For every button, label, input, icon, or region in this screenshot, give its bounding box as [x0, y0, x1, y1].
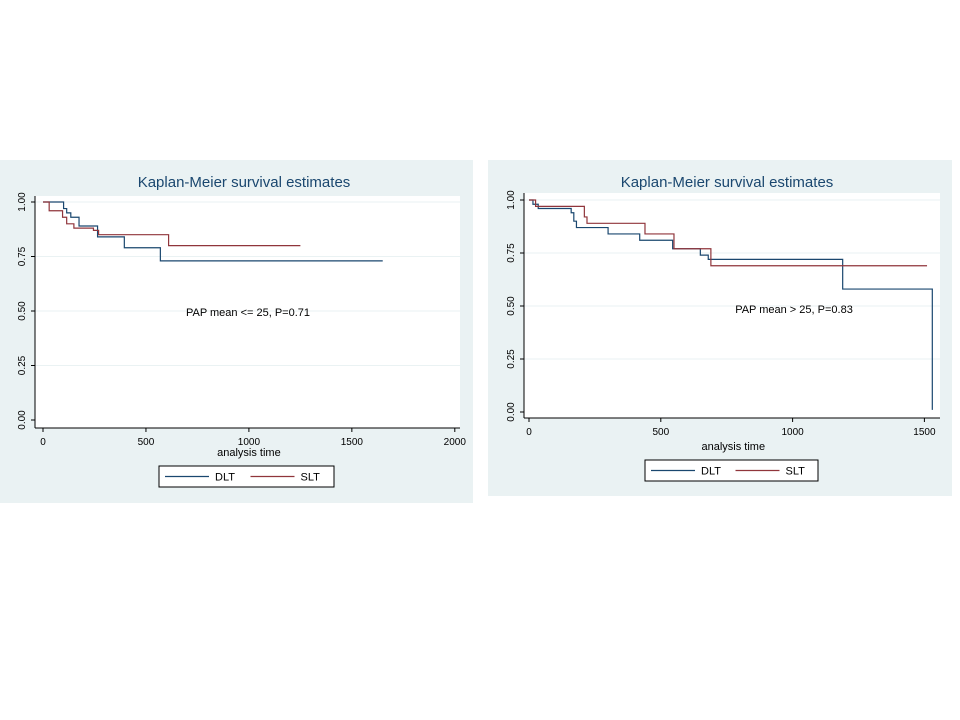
series-dlt-line — [43, 201, 383, 262]
annotation: PAP mean <= 25, P=0.71 — [186, 307, 310, 319]
series-slt-line — [43, 201, 301, 247]
x-tick-label: 1000 — [781, 427, 804, 438]
y-tick-label: 0.75 — [17, 246, 28, 266]
x-axis-label: analysis time — [217, 447, 281, 459]
km-panel-right: 0.00 0.25 0.50 0.75 1.00 0 500 1000 1500 Kaplan-M… — [488, 160, 952, 496]
y-tick-label: 0.25 — [506, 349, 517, 369]
y-tick-label: 0.00 — [17, 410, 28, 430]
km-panel-left: 0.00 0.25 0.50 0.75 1.00 0 500 1000 1500 2000 Kapl… — [0, 160, 473, 503]
km-chart-right: 0.00 0.25 0.50 0.75 1.00 0 500 1000 1500 Kaplan-M… — [506, 174, 940, 482]
x-axis-label: analysis time — [702, 441, 766, 453]
legend-label-dlt: DLT — [215, 472, 235, 484]
chart-title: Kaplan-Meier survival estimates — [138, 174, 351, 191]
legend-label-dlt: DLT — [701, 466, 721, 478]
y-tick-label: 0.50 — [17, 301, 28, 321]
legend-label-slt: SLT — [786, 466, 806, 478]
y-tick-label: 1.00 — [17, 192, 28, 212]
legend-box — [158, 465, 335, 488]
y-tick-label: 0.00 — [506, 402, 517, 422]
legend-box — [644, 459, 819, 482]
y-tick-label: 1.00 — [506, 190, 517, 210]
chart-title: Kaplan-Meier survival estimates — [621, 174, 834, 191]
y-tick-label: 0.50 — [506, 296, 517, 316]
series-dlt-line — [529, 199, 933, 410]
y-tick-label: 0.75 — [506, 243, 517, 263]
x-tick-label: 2000 — [444, 437, 467, 448]
x-tick-label: 0 — [526, 427, 532, 438]
x-tick-label: 1000 — [238, 437, 261, 448]
x-tick-label: 500 — [652, 427, 669, 438]
y-tick-label: 0.25 — [17, 355, 28, 375]
x-tick-label: 500 — [138, 437, 155, 448]
x-tick-label: 0 — [40, 437, 46, 448]
annotation: PAP mean > 25, P=0.83 — [735, 304, 853, 316]
legend-label-slt: SLT — [301, 472, 321, 484]
x-tick-label: 1500 — [913, 427, 936, 438]
series-slt-line — [529, 199, 928, 267]
km-chart-left: 0.00 0.25 0.50 0.75 1.00 0 500 1000 1500 2000 Kapl… — [17, 174, 467, 488]
x-tick-label: 1500 — [341, 437, 364, 448]
